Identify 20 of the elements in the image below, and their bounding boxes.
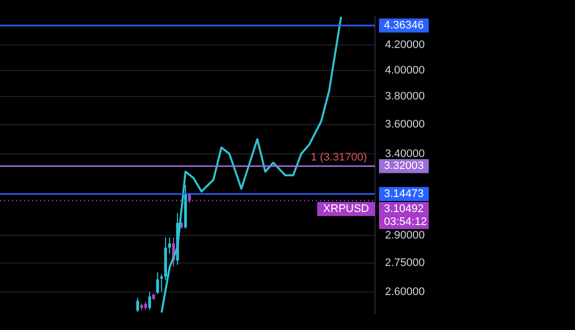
ref-line-label: 3.14473 — [384, 188, 424, 200]
candlestick — [136, 297, 140, 312]
y-tick-label: 3.80000 — [385, 90, 425, 103]
y-tick-label: 4.00000 — [385, 64, 425, 76]
candlestick — [168, 236, 171, 254]
annotation: 1 (3.31700) — [310, 152, 367, 164]
candlestick — [148, 291, 151, 310]
y-tick-label: 3.40000 — [385, 148, 425, 160]
text: 03:54:12 — [384, 216, 427, 228]
annotation: XRPUSD — [323, 203, 370, 216]
y-tick-label: 3.60000 — [385, 118, 425, 130]
ref-line-label: 3.32003 — [384, 160, 424, 172]
y-tick-label: 2.60000 — [385, 286, 425, 298]
ref-line-label: 3.10492 — [384, 203, 424, 216]
y-tick-label: 4.20000 — [385, 39, 425, 52]
y-tick-label: 2.90000 — [385, 230, 425, 242]
candlestick — [156, 272, 159, 294]
candlestick — [160, 274, 163, 292]
ref-line-label: 4.36346 — [384, 20, 424, 32]
y-tick-label: 2.75000 — [385, 256, 425, 269]
